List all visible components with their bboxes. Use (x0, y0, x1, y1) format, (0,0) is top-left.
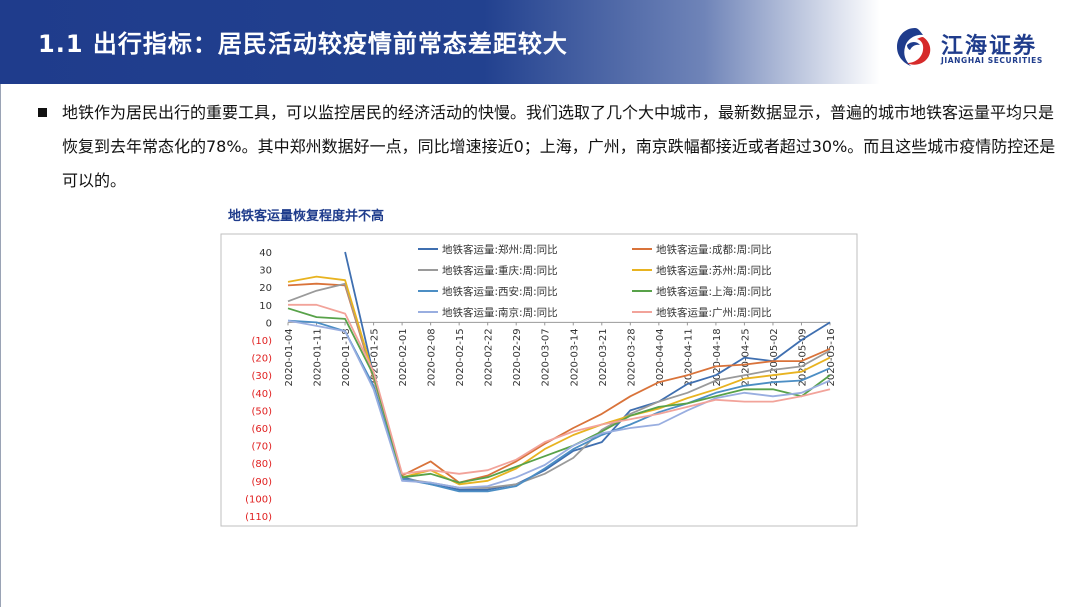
legend-bg (416, 263, 628, 277)
legend-label: 地铁客运量:苏州:周:同比 (656, 264, 772, 277)
y-tick-label: 0 (266, 318, 272, 329)
series-line (288, 303, 831, 475)
y-tick-label: (100) (245, 494, 272, 505)
page-title: 1.1 出行指标：居民活动较疫情前常态差距较大 (38, 30, 568, 58)
y-tick-label: (60) (251, 424, 272, 435)
x-tick-label: 2020-04-18 (712, 328, 723, 386)
body-paragraph: 地铁作为居民出行的重要工具，可以监控居民的经济活动的快慢。我们选取了几个大中城市… (62, 103, 1056, 190)
legend-label: 地铁客运量:广州:周:同比 (656, 306, 772, 319)
legend-label: 地铁客运量:郑州:周:同比 (442, 243, 558, 256)
legend-bg (416, 284, 628, 298)
legend-label: 地铁客运量:重庆:周:同比 (442, 264, 558, 277)
logo-name: 江海证券 (941, 34, 1038, 59)
series-line (287, 319, 831, 493)
legend-label: 地铁客运量:西安:周:同比 (442, 285, 558, 298)
x-tick-label: 2020-02-22 (484, 328, 495, 386)
x-tick-label: 2020-01-25 (370, 328, 381, 386)
y-tick-label: (40) (251, 389, 272, 400)
jianghai-logo-icon (897, 28, 931, 66)
x-tick-label: 2020-05-09 (797, 328, 808, 386)
y-tick-label: (10) (251, 336, 272, 347)
y-tick-label: 20 (259, 283, 272, 294)
y-tick-label: (110) (245, 512, 272, 523)
x-tick-label: 2020-02-29 (512, 328, 523, 386)
x-tick-label: 2020-03-14 (569, 328, 580, 386)
x-tick-label: 2020-01-18 (341, 328, 352, 386)
y-tick-label: 10 (259, 301, 272, 312)
legend-bg (630, 284, 842, 298)
x-tick-label: 2020-02-08 (427, 328, 438, 386)
chart-frame (220, 233, 858, 527)
y-tick-label: (30) (251, 371, 272, 382)
legend-bg (416, 242, 628, 256)
x-tick-label: 2020-05-02 (769, 328, 780, 386)
x-tick-label: 2020-03-28 (626, 328, 637, 386)
x-tick-label: 2020-01-11 (313, 328, 324, 386)
x-tick-label: 2020-04-11 (683, 328, 694, 386)
series-line (287, 307, 831, 484)
legend-label: 地铁客运量:成都:周:同比 (656, 243, 772, 256)
left-edge-rule (0, 84, 1, 607)
series-line (287, 319, 831, 489)
company-logo: 江海证券 JIANGHAI SECURITIES (893, 25, 1063, 69)
logo-subtitle: JIANGHAI SECURITIES (941, 56, 1043, 65)
y-tick-label: 30 (259, 266, 272, 277)
x-tick-label: 2020-03-21 (598, 328, 609, 386)
legend-label: 地铁客运量:上海:周:同比 (656, 285, 772, 298)
header: 1.1 出行指标：居民活动较疫情前常态差距较大 江海证券 JIANGHAI SE… (0, 0, 1080, 84)
x-tick-label: 2020-02-15 (455, 328, 466, 386)
title-bar: 1.1 出行指标：居民活动较疫情前常态差距较大 (0, 0, 880, 84)
x-tick-label: 2020-03-07 (541, 328, 552, 386)
legend-bg (630, 263, 842, 277)
chart-title: 地铁客运量恢复程度并不高 (228, 209, 385, 224)
legend-bg (630, 242, 842, 256)
y-tick-label: (70) (251, 442, 272, 453)
x-tick-label: 2020-02-01 (398, 328, 409, 386)
x-tick-label: 2020-01-04 (284, 328, 295, 386)
legend-label: 地铁客运量:南京:周:同比 (442, 306, 558, 319)
x-tick-label: 2020-04-04 (655, 328, 666, 386)
y-tick-label: (50) (251, 406, 272, 417)
y-tick-label: (80) (251, 459, 272, 470)
legend-bg (630, 305, 842, 319)
legend-bg (416, 305, 628, 319)
bullet-square-icon (38, 108, 47, 117)
y-tick-label: (90) (251, 477, 272, 488)
y-tick-label: 40 (259, 248, 272, 259)
x-tick-label: 2020-05-16 (826, 328, 837, 386)
y-tick-label: (20) (251, 354, 272, 365)
